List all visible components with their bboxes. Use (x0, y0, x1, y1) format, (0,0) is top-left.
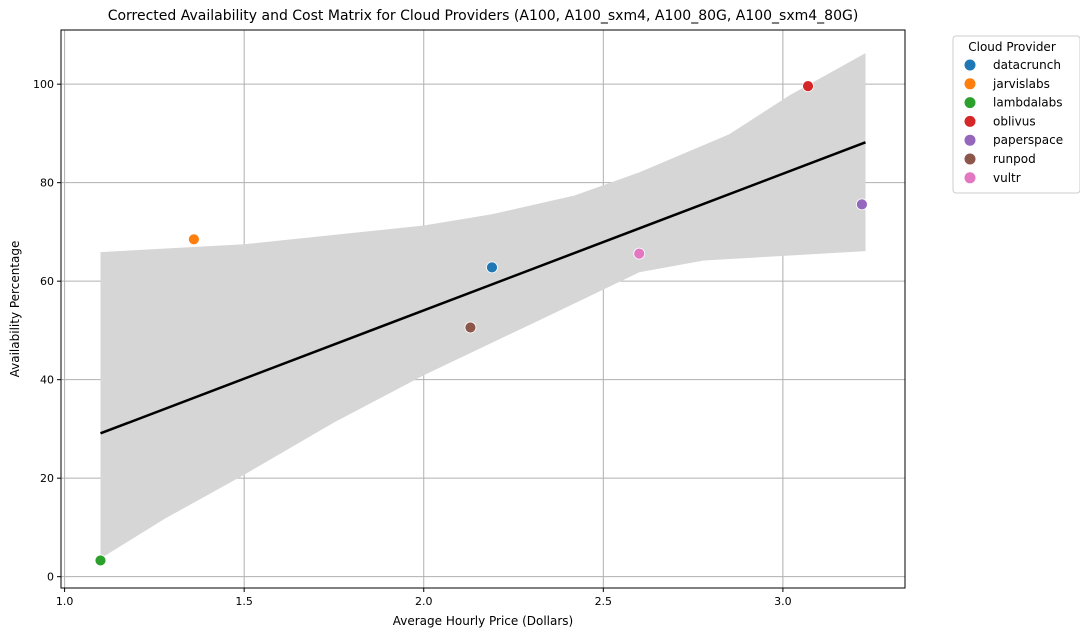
legend-marker-datacrunch (964, 59, 976, 71)
y-tick-label: 20 (40, 472, 54, 485)
point-paperspace (856, 198, 868, 211)
legend-marker-lambdalabs (964, 97, 976, 109)
legend-frame (952, 35, 1080, 194)
data-points (94, 80, 868, 567)
legend: Cloud Provider datacrunch jarvislabs lambd… (952, 35, 1080, 194)
x-tick-label: 3.0 (774, 595, 792, 608)
point-vultr (633, 247, 646, 260)
legend-label-jarvislabs: jarvislabs (992, 77, 1050, 91)
x-tick-label: 2.0 (415, 595, 433, 608)
point-lambdalabs (94, 554, 107, 567)
y-tick-label: 100 (33, 78, 54, 91)
point-oblivus (802, 80, 814, 93)
legend-marker-runpod (964, 153, 976, 165)
legend-marker-oblivus (964, 115, 976, 127)
confidence-band (100, 53, 866, 559)
legend-label-oblivus: oblivus (993, 114, 1036, 128)
y-axis-label: Availability Percentage (8, 241, 22, 378)
x-tick-label: 1.5 (235, 595, 253, 608)
y-tick-label: 80 (40, 177, 54, 190)
legend-label-lambdalabs: lambdalabs (993, 96, 1063, 110)
legend-label-vultr: vultr (993, 171, 1021, 185)
legend-marker-paperspace (964, 134, 976, 146)
legend-marker-jarvislabs (964, 78, 976, 90)
legend-label-datacrunch: datacrunch (993, 58, 1061, 72)
point-jarvislabs (187, 233, 200, 246)
x-tick-label: 1.0 (56, 595, 74, 608)
axis-ticks: 1.0 1.5 2.0 2.5 3.0 0 20 40 60 80 100 (33, 78, 792, 608)
point-runpod (464, 321, 477, 334)
y-tick-label: 60 (40, 275, 54, 288)
chart-title: Corrected Availability and Cost Matrix f… (108, 8, 859, 24)
x-tick-label: 2.5 (595, 595, 613, 608)
point-datacrunch (486, 261, 498, 274)
legend-label-runpod: runpod (993, 152, 1036, 166)
legend-marker-vultr (964, 172, 976, 184)
legend-label-paperspace: paperspace (993, 133, 1063, 147)
y-tick-label: 0 (47, 571, 54, 584)
regression-line (100, 141, 866, 435)
x-axis-label: Average Hourly Price (Dollars) (393, 614, 574, 628)
y-tick-label: 40 (40, 374, 54, 387)
legend-title: Cloud Provider (968, 40, 1056, 54)
plot-frame (60, 29, 906, 589)
